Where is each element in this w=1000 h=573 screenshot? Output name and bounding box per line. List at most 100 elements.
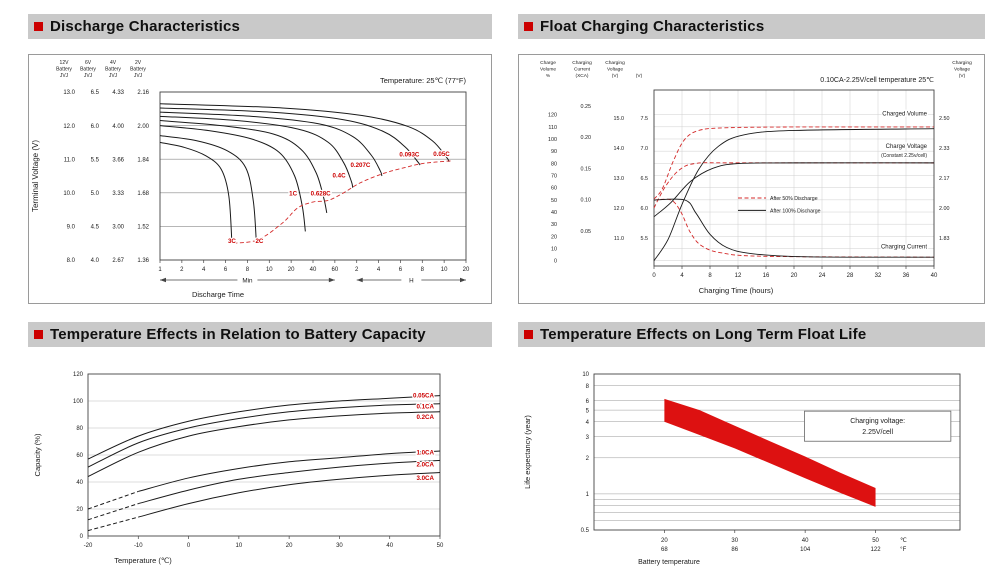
svg-text:H: H	[409, 277, 414, 284]
svg-text:60: 60	[332, 267, 339, 273]
svg-text:(V): (V)	[636, 73, 643, 79]
svg-text:Capacity (%): Capacity (%)	[33, 433, 42, 476]
svg-text:6.0: 6.0	[91, 124, 100, 130]
svg-text:JVJ: JVJ	[60, 73, 69, 79]
svg-text:0: 0	[187, 543, 191, 549]
svg-text:After 50% Discharge: After 50% Discharge	[770, 196, 818, 202]
svg-text:JVJ: JVJ	[109, 73, 118, 79]
svg-text:Current: Current	[574, 67, 591, 73]
svg-text:100: 100	[548, 137, 557, 143]
svg-text:Charged Volume: Charged Volume	[882, 112, 927, 118]
svg-text:2: 2	[586, 456, 590, 462]
svg-text:0: 0	[80, 534, 84, 540]
svg-text:104: 104	[800, 547, 811, 553]
svg-text:8.0: 8.0	[67, 258, 76, 264]
svg-text:4.00: 4.00	[112, 124, 124, 130]
svg-text:0.1CA: 0.1CA	[416, 403, 434, 410]
svg-text:40: 40	[310, 267, 317, 273]
svg-text:Charging Current: Charging Current	[881, 244, 927, 250]
svg-text:1C: 1C	[289, 190, 297, 197]
svg-text:70: 70	[551, 174, 557, 180]
svg-text:10: 10	[266, 267, 273, 273]
svg-text:11.0: 11.0	[64, 157, 76, 163]
svg-text:30: 30	[336, 543, 343, 549]
svg-text:30: 30	[551, 222, 557, 228]
svg-text:2.16: 2.16	[137, 90, 149, 96]
svg-text:1: 1	[158, 267, 162, 273]
svg-text:Charging Time (hours): Charging Time (hours)	[699, 286, 774, 295]
svg-text:Life expectancy (year): Life expectancy (year)	[523, 415, 532, 489]
chart-discharge: Terminal Voltage (V)12VBatteryJVJ13.012.…	[28, 54, 492, 304]
panel-float-charging: Float Charging Characteristics Charge Vol…	[518, 14, 985, 304]
panel-temp-capacity: Temperature Effects in Relation to Batte…	[28, 322, 492, 566]
svg-text:1.83: 1.83	[939, 236, 950, 242]
svg-text:40: 40	[76, 480, 83, 486]
svg-text:-20: -20	[84, 543, 93, 549]
svg-text:2.17: 2.17	[939, 176, 950, 182]
svg-text:5: 5	[586, 408, 590, 414]
svg-text:12: 12	[735, 273, 742, 279]
svg-text:30: 30	[731, 538, 738, 544]
svg-text:JVJ: JVJ	[84, 73, 93, 79]
section-title: Temperature Effects in Relation to Batte…	[50, 326, 426, 343]
svg-text:11.0: 11.0	[614, 236, 624, 242]
svg-text:Battery temperature: Battery temperature	[638, 559, 700, 566]
svg-text:80: 80	[551, 161, 557, 167]
svg-text:℃: ℃	[900, 538, 907, 544]
svg-text:12.0: 12.0	[614, 206, 625, 212]
svg-text:20: 20	[76, 507, 83, 513]
chart-float-life: 1086543210.5206830864010450122℃°FBattery…	[523, 372, 961, 566]
svg-text:5.5: 5.5	[641, 236, 649, 242]
svg-text:0.05CA: 0.05CA	[413, 393, 435, 400]
svg-text:1.52: 1.52	[137, 225, 149, 231]
svg-text:60: 60	[551, 186, 557, 192]
svg-text:2.00: 2.00	[137, 124, 149, 130]
svg-text:4: 4	[586, 420, 590, 426]
svg-text:1.36: 1.36	[137, 258, 149, 264]
svg-text:4: 4	[202, 267, 206, 273]
svg-text:14.0: 14.0	[614, 146, 625, 152]
svg-text:12V: 12V	[60, 60, 70, 66]
svg-text:0.20: 0.20	[581, 135, 592, 141]
svg-text:20: 20	[286, 543, 293, 549]
svg-text:6: 6	[586, 399, 590, 405]
svg-text:2: 2	[180, 267, 184, 273]
section-title: Float Charging Characteristics	[540, 18, 765, 35]
svg-text:2V: 2V	[135, 60, 142, 66]
svg-text:4.33: 4.33	[112, 90, 124, 96]
svg-text:20: 20	[551, 234, 557, 240]
section-title-bar: Temperature Effects on Long Term Float L…	[518, 322, 985, 347]
svg-text:0.25: 0.25	[581, 104, 592, 110]
svg-text:4.5: 4.5	[91, 225, 100, 231]
svg-text:0.628C: 0.628C	[311, 190, 331, 197]
svg-text:3.66: 3.66	[112, 157, 124, 163]
svg-text:6: 6	[224, 267, 228, 273]
svg-text:50: 50	[437, 543, 444, 549]
svg-text:Temperature: 25℃ (77°F): Temperature: 25℃ (77°F)	[380, 76, 467, 85]
svg-text:Voltage: Voltage	[607, 67, 623, 73]
svg-text:After 100% Discharge: After 100% Discharge	[770, 208, 821, 214]
svg-text:4: 4	[377, 267, 381, 273]
svg-text:8: 8	[246, 267, 250, 273]
svg-text:Min: Min	[242, 277, 253, 284]
title-accent-square	[524, 22, 533, 31]
section-title-bar: Discharge Characteristics	[28, 14, 492, 39]
svg-text:Charge: Charge	[540, 60, 556, 66]
svg-text:7.0: 7.0	[641, 146, 649, 152]
svg-text:50: 50	[551, 198, 557, 204]
chart-float-charging: ChargeVolume%120110100908070605040302010…	[518, 54, 985, 304]
svg-text:Temperature (℃): Temperature (℃)	[114, 556, 172, 565]
svg-text:100: 100	[73, 399, 84, 405]
svg-text:6V: 6V	[85, 60, 92, 66]
svg-text:68: 68	[661, 547, 668, 553]
svg-text:120: 120	[73, 372, 84, 378]
svg-text:8: 8	[708, 273, 712, 279]
svg-text:(V): (V)	[612, 73, 619, 79]
svg-text:0.2CA: 0.2CA	[416, 414, 434, 421]
svg-text:Charging: Charging	[952, 60, 972, 66]
svg-text:7.5: 7.5	[641, 116, 649, 122]
svg-text:2: 2	[355, 267, 359, 273]
svg-text:Charging: Charging	[605, 60, 625, 66]
svg-text:Battery: Battery	[105, 67, 121, 73]
chart-temp-capacity: 0 20 40 60 80 100 120 -20 -10 0 10 20 30 40 50 Temperat…	[33, 372, 444, 565]
